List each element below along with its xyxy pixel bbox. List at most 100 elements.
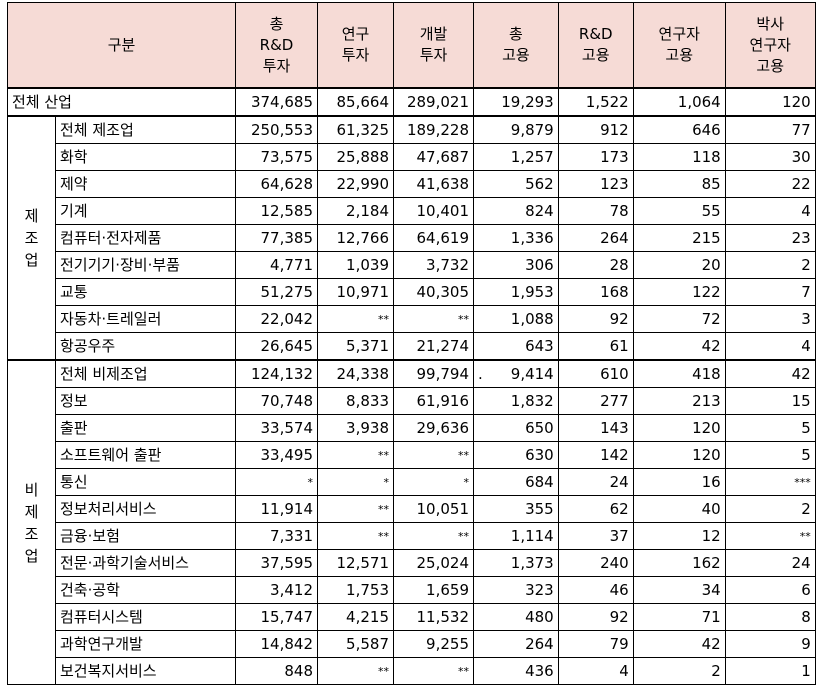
cell-value: 11,914 [260,500,314,518]
group-label-char: 업 [24,251,39,269]
cell-value: 306 [525,256,554,274]
cell-value: 20 [701,256,721,274]
row-label: 항공우주 [55,332,236,361]
cell: 264 [473,630,559,658]
table-row: 교통 51,275 10,971 40,305 1,953 168 122 7 [8,278,816,306]
cell: 610 [557,359,634,388]
cell: 2 [632,657,726,685]
cell: 848 [235,657,318,685]
cell-value: 646 [692,121,721,139]
cell-value: 1,953 [510,283,554,301]
cell: 33,574 [235,414,318,442]
cell-value: 168 [600,283,629,301]
cell: 12,571 [317,549,394,577]
cell: 71 [632,603,726,631]
cell: 215 [632,224,726,252]
cell: 14,842 [235,630,318,658]
cell: 55 [632,197,726,225]
cell-value: 2 [801,256,811,274]
cell-value: 684 [525,473,554,491]
cell-value: 1,373 [510,554,554,572]
cell-value: 79 [609,635,629,653]
cell: 1,088 [473,305,559,333]
cell: 61,916 [393,387,474,415]
cell-value: 142 [600,446,629,464]
cell: 289,021 [393,87,474,117]
cell: 213 [632,387,726,415]
cell: 30 [724,143,816,171]
table-row: 자동차·트레일러 22,042 ** ** 1,088 92 72 3 [8,305,816,333]
cell: 62 [557,495,634,523]
header-rd-employment: R&D 고용 [557,2,634,89]
cell: 16 [632,468,726,496]
cell: 3,412 [235,576,318,604]
cell-value: 78 [609,202,629,220]
cell: ** [393,305,474,333]
cell-value: 42 [701,635,721,653]
cell: 2 [724,495,816,523]
cell-value: 5 [801,446,811,464]
cell: 24 [557,468,634,496]
cell-value: 11,532 [416,608,470,626]
cell-value: 480 [525,608,554,626]
cell: 630 [473,441,559,469]
cell-value: 10,401 [416,202,470,220]
cell: 4,215 [317,603,394,631]
cell-value: 40 [701,500,721,518]
cell-value: 71 [701,608,721,626]
table-row: 화학 73,575 25,888 47,687 1,257 173 118 30 [8,143,816,171]
cell: 4,771 [235,251,318,279]
cell: 77 [724,115,816,144]
cell: 15,747 [235,603,318,631]
row-label: 기계 [55,197,236,225]
cell: 189,228 [393,115,474,144]
cell-value: 264 [525,635,554,653]
group-label-char: 비 [24,480,39,499]
cell: 5 [724,441,816,469]
cell-value: 122 [692,283,721,301]
header-line: 연구자 [749,35,791,54]
cell-value: 3,732 [426,256,469,274]
table-row: 전기기기·장비·부품 4,771 1,039 3,732 306 28 20 2 [8,251,816,279]
table-row: 제 조 업 전체 제조업 250,553 61,325 189,228 9,879 912 646… [7,115,816,361]
cell: 436 [473,657,559,685]
cell: 64,619 [393,224,474,252]
cell: 85 [632,170,726,198]
cell: 277 [557,387,634,415]
row-label: 컴퓨터·전자제품 [55,224,236,252]
header-line: R&D [259,35,294,54]
cell-value: 92 [609,310,629,328]
header-line: 투자 [419,46,448,64]
table-row: 소프트웨어 출판 33,495 ** ** 630 142 120 5 [8,441,816,469]
cell-value: 277 [600,392,629,410]
cell-value: 41,638 [416,175,470,193]
cell-value: 4,771 [270,256,313,274]
cell-value: 1,039 [346,256,389,274]
cell: 25,024 [393,549,474,577]
cell: 41,638 [393,170,474,198]
cell-value: 37,595 [260,554,314,572]
cell-value: 436 [525,662,554,680]
rd-statistics-table: 구분 총 R&D 투자 연구 투자 개발 투자 총 고용 R&D 고용 연구자 고용 박사 연구… [7,2,816,685]
row-label: 과학연구개발 [55,630,236,658]
cell: 24,338 [317,359,394,388]
cell-value: 1,336 [510,229,554,247]
table-row: 정보처리서비스 11,914 ** 10,051 355 62 40 2 [8,495,816,523]
cell: 51,275 [235,278,318,306]
table-row: 컴퓨터·전자제품 77,385 12,766 64,619 1,336 264 215 23 [8,224,816,252]
table-row: 컴퓨터시스템 15,747 4,215 11,532 480 92 71 8 [8,603,816,631]
group-label-char: 제 [24,502,39,521]
header-line: 연구자 [658,25,700,43]
cell: 323 [473,576,559,604]
cell: 1,064 [632,87,726,117]
table-row: 제약 64,628 22,990 41,638 562 123 85 22 [8,170,816,198]
cell-value: 70,748 [260,392,314,410]
cell: 21,274 [393,332,474,361]
cell-value: 4 [801,202,811,220]
cell-value: ** [378,503,389,516]
header-development-investment: 개발 투자 [393,2,474,89]
cell-value: 42 [701,337,721,355]
header-line: 고용 [756,56,785,75]
header-total-rd-investment: 총 R&D 투자 [235,2,318,89]
